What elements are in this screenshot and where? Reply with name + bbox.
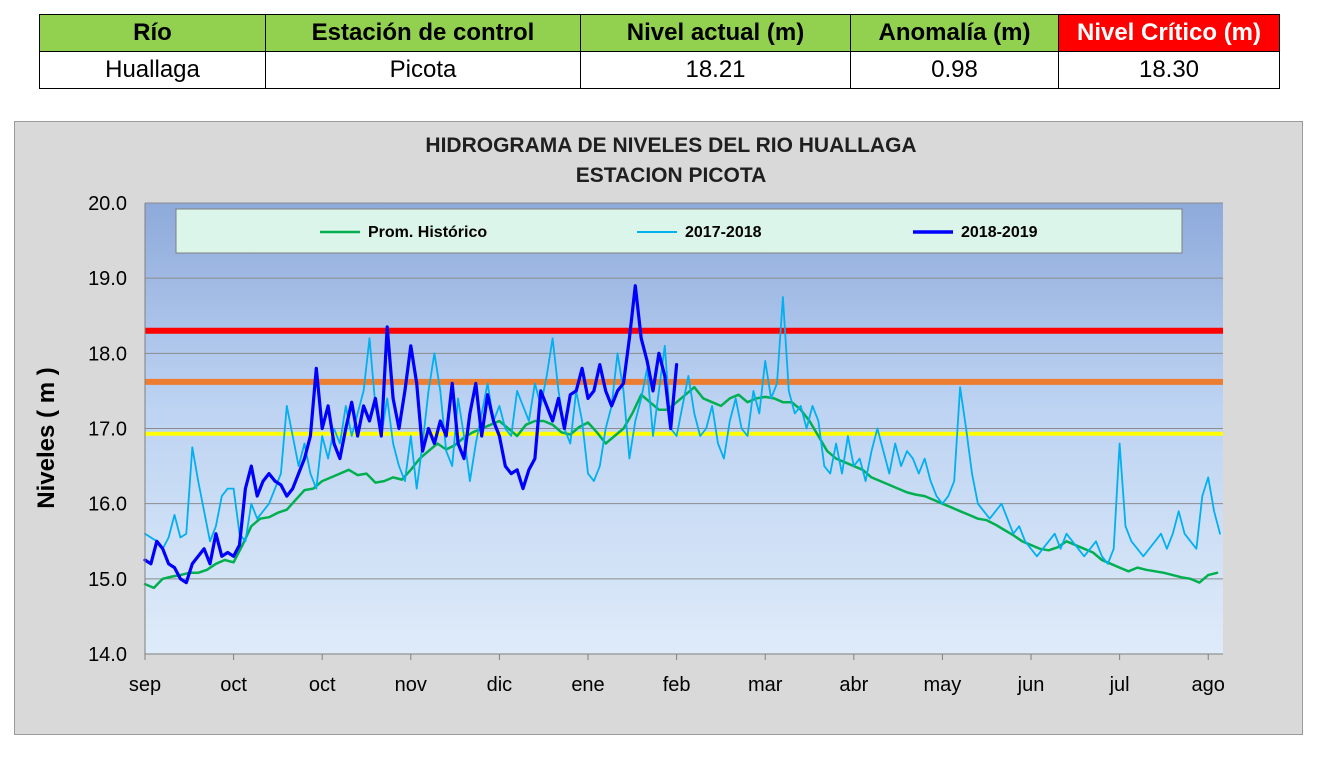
axes (144, 203, 1223, 655)
header-estacion: Estación de control (265, 14, 581, 52)
x-tick-label: oct (309, 674, 336, 696)
summary-value-row: Huallaga Picota 18.21 0.98 18.30 (39, 51, 1280, 89)
legend-label-hist: Prom. Histórico (368, 224, 487, 241)
x-tick-label: oct (220, 674, 247, 696)
x-tick-label: jul (1109, 674, 1130, 696)
gridlines (145, 202, 1223, 580)
y-tick-label: 15.0 (88, 569, 127, 591)
x-tick-label: feb (663, 674, 691, 696)
x-tick-label: abr (839, 674, 868, 696)
x-tick-label: jun (1017, 674, 1045, 696)
series-line-2017-2018 (144, 296, 1221, 565)
series-line-historico (143, 385, 1219, 590)
x-tick-labels: sep oct oct nov dic ene feb mar abr may jun jul ago (129, 654, 1225, 696)
y-tick-label: 17.0 (88, 419, 127, 441)
x-tick-label: ene (571, 674, 604, 696)
y-tick-label: 19.0 (88, 268, 127, 290)
header-nivel-critico: Nivel Crítico (m) (1058, 14, 1280, 52)
value-rio: Huallaga (39, 51, 266, 89)
summary-table: Río Estación de control Nivel actual (m)… (39, 14, 1280, 89)
summary-header-row: Río Estación de control Nivel actual (m)… (39, 14, 1280, 52)
legend-label-2018: 2018-2019 (961, 224, 1038, 241)
y-tick-label: 14.0 (88, 644, 127, 666)
chart-subtitle: ESTACION PICOTA (576, 164, 767, 187)
x-tick-label: may (924, 674, 962, 696)
value-estacion: Picota (265, 51, 581, 89)
series-line-2018-2019 (143, 284, 679, 585)
x-tick-label: ago (1192, 674, 1225, 696)
series-lines (143, 284, 1221, 590)
value-nivel-critico: 18.30 (1058, 51, 1280, 89)
x-tick-label: mar (748, 674, 783, 696)
value-anomalia: 0.98 (850, 51, 1059, 89)
chart-title: HIDROGRAMA DE NIVELES DEL RIO HUALLAGA (425, 134, 916, 157)
legend: Prom. Histórico 2017-2018 2018-2019 (175, 208, 1183, 254)
x-tick-label: dic (487, 674, 513, 696)
threshold-lines (145, 327, 1223, 436)
value-nivel-actual: 18.21 (580, 51, 851, 89)
x-tick-label: sep (129, 674, 161, 696)
header-anomalia: Anomalía (m) (850, 14, 1059, 52)
header-rio: Río (39, 14, 266, 52)
legend-box (175, 208, 1183, 254)
y-tick-labels: 14.0 15.0 16.0 17.0 18.0 19.0 20.0 (88, 193, 127, 666)
y-tick-label: 16.0 (88, 494, 127, 516)
legend-label-2017: 2017-2018 (685, 224, 762, 241)
y-axis-label: Niveles ( m ) (33, 367, 60, 508)
y-tick-label: 20.0 (88, 193, 127, 215)
x-tick-label: nov (395, 674, 427, 696)
y-tick-label: 18.0 (88, 343, 127, 365)
